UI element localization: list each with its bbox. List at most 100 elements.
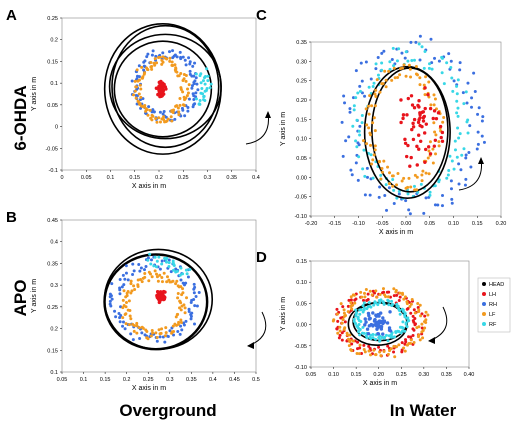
series-lf-point: [373, 129, 377, 133]
x-tick-label: -0.10: [352, 221, 365, 227]
series-lf-point: [137, 92, 141, 96]
series-lf-point: [143, 271, 147, 275]
series-rh-point: [464, 177, 468, 181]
series-lh-point: [341, 305, 345, 309]
series-rh-point: [376, 56, 380, 60]
series-rf-point: [171, 261, 175, 265]
series-rf-point: [199, 72, 203, 76]
series-rf-point: [449, 66, 453, 70]
series-rh-point: [190, 84, 194, 88]
series-rf-point: [358, 133, 362, 137]
series-rf-point: [358, 308, 362, 312]
series-lh-point: [411, 333, 415, 337]
series-rf-point: [410, 58, 414, 62]
series-lf-point: [160, 280, 164, 284]
series-lh-point: [422, 114, 427, 119]
series-lh-point: [410, 127, 414, 132]
series-lf-point: [432, 103, 436, 107]
series-lh-point: [404, 154, 409, 159]
y-tick-label: -0.05: [294, 344, 307, 350]
series-lf-point: [176, 106, 180, 110]
series-rf-point: [367, 85, 371, 89]
series-lf-point: [132, 93, 136, 97]
series-lf-point: [378, 90, 382, 94]
legend-marker-head: [482, 282, 486, 286]
series-lf-point: [403, 349, 407, 353]
series-lh-point: [395, 293, 399, 297]
series-lh-point: [439, 135, 443, 140]
series-rf-point: [374, 62, 378, 66]
series-lf-point: [338, 325, 342, 329]
series-lh-point: [356, 340, 360, 344]
series-lf-point: [182, 104, 186, 108]
series-lf-point: [386, 295, 390, 299]
series-lf-point: [417, 325, 421, 329]
series-rh-point: [108, 299, 112, 303]
series-rf-point: [352, 108, 356, 112]
series-rh-point: [164, 115, 168, 119]
series-rf-point: [380, 68, 384, 72]
series-lf-point: [424, 171, 428, 175]
series-rh-point: [367, 313, 371, 318]
series-rh-point: [121, 273, 125, 277]
series-rh-point: [388, 310, 392, 314]
series-lf-point: [372, 348, 376, 352]
series-rh-point: [195, 82, 199, 86]
series-lh-point: [162, 296, 166, 300]
series-lf-point: [386, 352, 390, 356]
series-lh-point: [415, 163, 419, 167]
series-lf-point: [172, 108, 176, 112]
series-rf-point: [362, 301, 366, 305]
series-rf-point: [202, 98, 206, 102]
series-lf-point: [426, 156, 430, 160]
series-lf-point: [437, 144, 441, 148]
series-lf-point: [165, 280, 169, 284]
series-lf-point: [416, 301, 420, 305]
series-lh-point: [418, 123, 422, 128]
x-tick-label: 0.3: [166, 377, 174, 383]
series-lf-point: [159, 331, 163, 335]
series-lf-point: [179, 71, 183, 75]
series-lf-point: [395, 183, 399, 187]
series-lf-point: [339, 302, 343, 306]
series-rh-point: [188, 62, 192, 66]
series-rh-point: [132, 269, 136, 273]
legend-label-lf: LF: [489, 312, 496, 318]
series-rf-point: [433, 184, 437, 188]
series-lf-point: [123, 312, 127, 316]
series-rf-point: [209, 82, 213, 86]
series-lf-point: [134, 96, 138, 100]
y-tick-label: 0.15: [296, 259, 307, 265]
series-rf-point: [464, 90, 468, 94]
series-rf-point: [427, 66, 431, 70]
series-rh-point: [457, 162, 461, 166]
legend-marker-lh: [482, 292, 486, 296]
series-rh-point: [368, 193, 372, 197]
series-rh-point: [183, 58, 187, 62]
series-rf-point: [201, 79, 205, 83]
series-rf-point: [440, 55, 444, 59]
series-lh-point: [403, 137, 407, 142]
series-lf-point: [135, 324, 139, 328]
series-lh-point: [440, 139, 445, 143]
series-rf-point: [206, 74, 210, 78]
series-rh-point: [179, 324, 183, 328]
series-rf-point: [422, 66, 426, 70]
series-rh-point: [129, 332, 133, 336]
series-lf-point: [361, 139, 365, 143]
x-tick-label: 0.45: [229, 377, 240, 383]
series-rf-point: [351, 124, 355, 128]
series-lh-point: [409, 335, 413, 339]
series-rh-point: [187, 56, 191, 60]
series-lh-point: [366, 292, 370, 296]
series-rf-point: [455, 111, 459, 115]
series-lh-point: [424, 122, 429, 126]
x-tick-label: 0.10: [328, 372, 339, 378]
series-lf-point: [129, 291, 133, 295]
series-lf-point: [157, 328, 161, 332]
series-head-loop: [363, 65, 451, 199]
series-rh-point: [167, 258, 171, 262]
y-tick-label: 0.15: [47, 59, 58, 65]
series-lf-point: [153, 269, 157, 273]
x-tick-label: 0.2: [123, 377, 131, 383]
